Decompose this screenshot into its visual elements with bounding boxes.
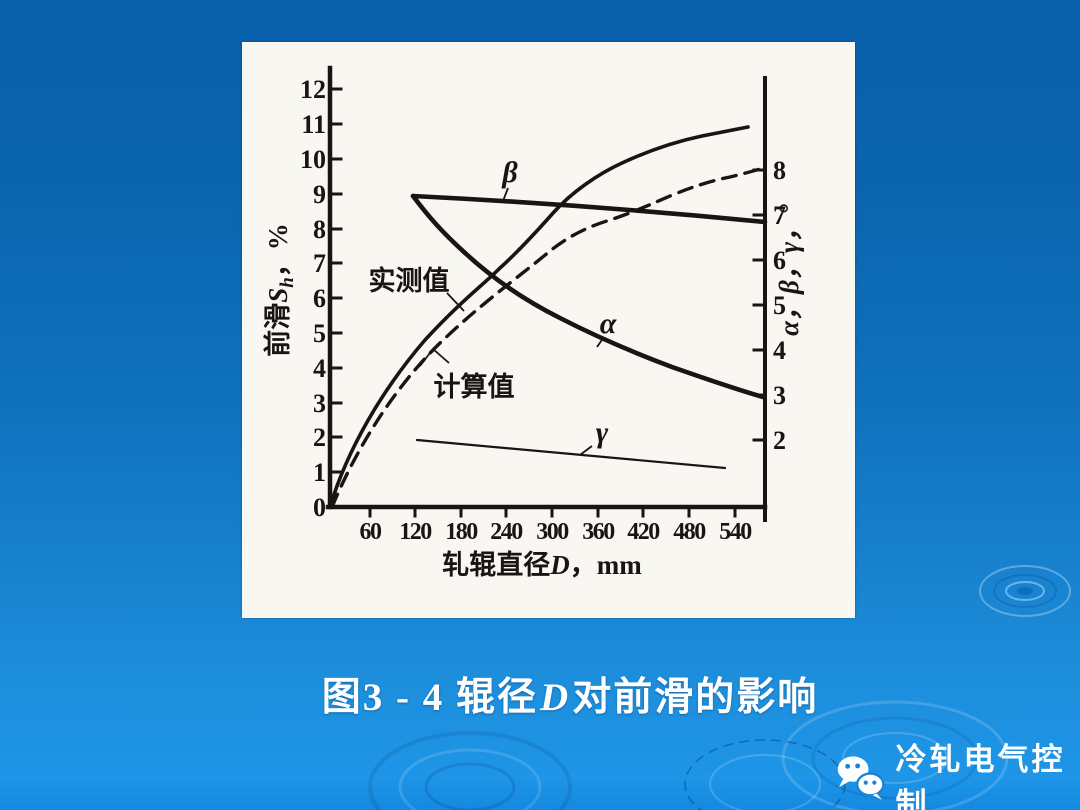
left-tick-label: 2 [313,423,326,452]
x-tick-label: 360 [582,519,615,545]
roll-diameter-forward-slip-chart: 12 11 10 9 8 7 6 5 4 3 2 1 0 8 7 6 5 4 [262,65,804,580]
x-tick-label: 480 [673,519,706,545]
left-axis-title: 前滑Sh，% [262,223,298,357]
annotation-leaders [419,187,605,456]
chart-image: 12 11 10 9 8 7 6 5 4 3 2 1 0 8 7 6 5 4 [242,42,855,618]
left-tick-label: 12 [300,75,326,104]
annotation-alpha: α [600,307,617,340]
caption-variable: D [540,676,571,719]
left-tick-label: 11 [301,110,326,139]
wechat-icon [837,756,885,800]
left-tick-label: 5 [313,319,326,348]
x-tick-label: 420 [627,519,660,545]
right-tick-label: 7 [773,201,786,230]
x-tick-label: 540 [719,519,752,545]
x-axis-title: 轧辊直径D，mm [442,549,642,580]
caption-prefix: 图3 - 4 辊径 [321,676,539,719]
right-axis-title: α，β，γ，° [774,204,804,336]
watermark-label: 冷轧电气控制 [895,742,1066,810]
left-tick-label: 7 [313,249,326,278]
right-tick-label: 6 [773,246,786,275]
left-axis-tick-labels: 12 11 10 9 8 7 6 5 4 3 2 1 0 [300,75,326,522]
series-calculated-curve [330,165,767,509]
right-tick-label: 4 [773,336,786,365]
caption-suffix: 对前滑的影响 [572,676,819,719]
left-tick-label: 9 [313,180,326,209]
series-alpha-curve [410,193,766,400]
right-tick-label: 3 [773,381,786,410]
annotation-calculated: 计算值 [434,371,515,402]
right-tick-label: 8 [773,156,786,185]
series-gamma-curve [415,438,727,470]
left-tick-label: 4 [313,354,326,383]
left-tick-label: 0 [313,493,326,522]
right-tick-label: 5 [773,291,786,320]
x-tick-label: 60 [360,519,383,545]
figure-caption: 图3 - 4 辊径D对前滑的影响 [240,666,900,722]
x-axis-tick-labels: 60 120 180 240 300 360 420 480 540 [360,519,754,545]
axes [325,65,768,522]
x-tick-label: 300 [536,519,569,545]
left-tick-label: 10 [300,145,326,174]
x-tick-label: 120 [399,519,432,545]
series-beta-curve [410,193,768,225]
left-tick-label: 3 [313,389,326,418]
annotation-measured: 实测值 [369,265,450,296]
right-tick-label: 2 [773,426,786,455]
right-axis-tick-labels: 8 7 6 5 4 3 2 [773,156,786,455]
ripple-decoration [368,731,572,810]
ripple-decoration [684,739,846,810]
series-measured-curve [328,125,750,509]
annotation-beta: β [501,156,518,189]
x-tick-label: 240 [490,519,523,545]
x-tick-label: 180 [445,519,478,545]
annotation-gamma: γ [596,416,609,449]
chart-curves [328,125,768,509]
ripple-decoration [979,565,1071,617]
watermark: 冷轧电气控制 [835,734,1080,810]
left-tick-label: 8 [313,215,326,244]
left-tick-label: 1 [313,458,326,487]
left-tick-label: 6 [313,284,326,313]
